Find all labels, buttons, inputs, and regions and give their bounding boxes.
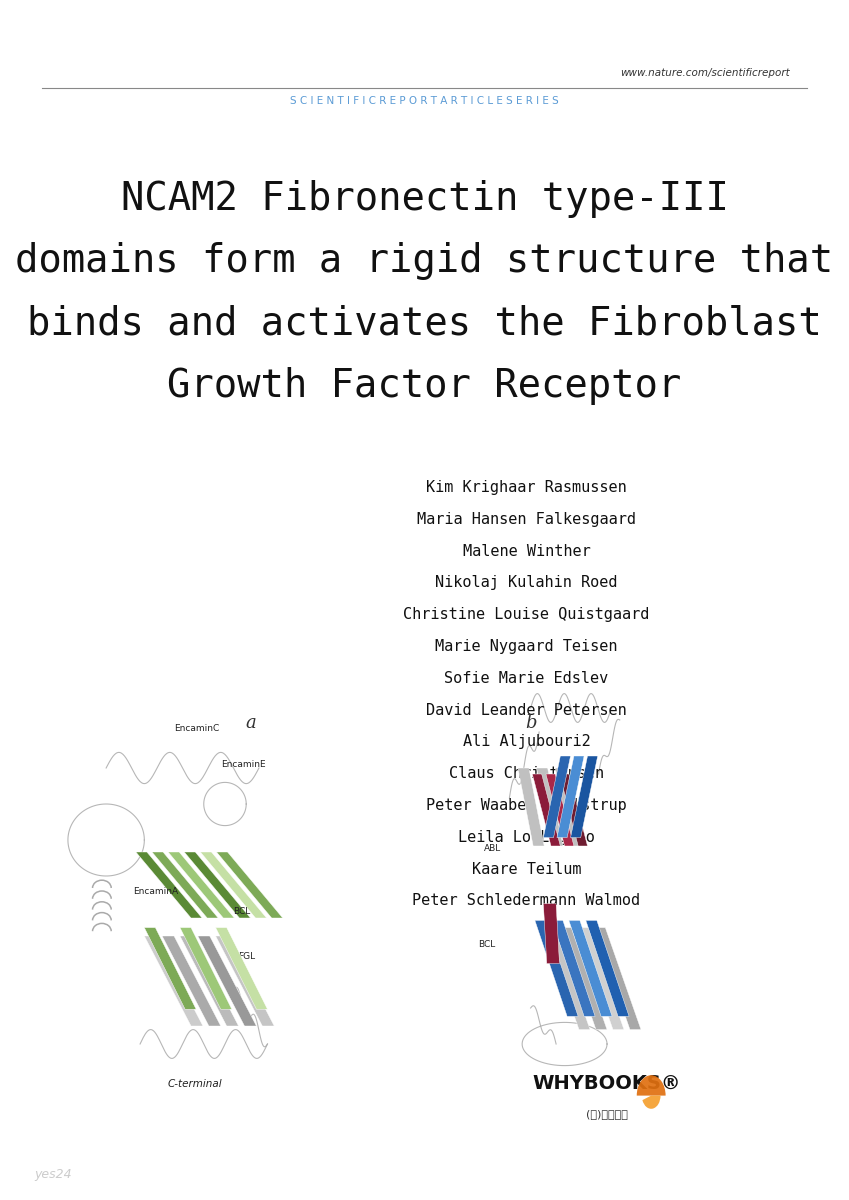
Text: Nikolaj Kulahin Roed: Nikolaj Kulahin Roed bbox=[436, 576, 617, 590]
Text: Growth Factor Receptor: Growth Factor Receptor bbox=[167, 367, 682, 406]
Polygon shape bbox=[216, 936, 274, 1026]
Polygon shape bbox=[180, 936, 239, 1026]
Polygon shape bbox=[518, 768, 544, 846]
Polygon shape bbox=[577, 928, 624, 1030]
Text: domains form a rigid structure that: domains form a rigid structure that bbox=[15, 242, 834, 281]
Polygon shape bbox=[152, 852, 218, 918]
Polygon shape bbox=[560, 928, 607, 1030]
Polygon shape bbox=[559, 774, 588, 846]
Polygon shape bbox=[555, 768, 582, 846]
Text: ABL: ABL bbox=[484, 844, 501, 853]
Polygon shape bbox=[535, 920, 578, 1016]
Polygon shape bbox=[144, 936, 203, 1026]
Text: EncaminA: EncaminA bbox=[133, 887, 178, 896]
Text: Maria Hansen Falkesgaard: Maria Hansen Falkesgaard bbox=[417, 511, 636, 527]
Polygon shape bbox=[532, 774, 560, 846]
Polygon shape bbox=[180, 928, 232, 1009]
Polygon shape bbox=[571, 756, 598, 838]
Polygon shape bbox=[537, 768, 563, 846]
Polygon shape bbox=[200, 852, 267, 918]
Text: C-terminal: C-terminal bbox=[168, 1079, 222, 1088]
Polygon shape bbox=[594, 928, 641, 1030]
Text: NCAM2 Fibronectin type-III: NCAM2 Fibronectin type-III bbox=[121, 180, 728, 218]
Polygon shape bbox=[216, 928, 267, 1009]
Polygon shape bbox=[162, 936, 221, 1026]
Polygon shape bbox=[557, 756, 584, 838]
Polygon shape bbox=[586, 920, 629, 1016]
Text: (주)외이북스: (주)외이북스 bbox=[586, 1109, 628, 1118]
Wedge shape bbox=[637, 1075, 666, 1096]
Polygon shape bbox=[546, 774, 574, 846]
Text: Ali Aljubouri2: Ali Aljubouri2 bbox=[463, 734, 590, 749]
Polygon shape bbox=[184, 852, 250, 918]
Text: S C I E N T I F I C R E P O R T A R T I C L E S E R I E S: S C I E N T I F I C R E P O R T A R T I … bbox=[290, 96, 559, 106]
Polygon shape bbox=[552, 920, 595, 1016]
Polygon shape bbox=[543, 756, 571, 838]
Text: Kim Krighaar Rasmussen: Kim Krighaar Rasmussen bbox=[426, 480, 627, 494]
Text: b: b bbox=[525, 714, 537, 732]
Text: www.nature.com/scientificreport: www.nature.com/scientificreport bbox=[620, 68, 790, 78]
Text: FGL: FGL bbox=[238, 952, 255, 961]
Polygon shape bbox=[198, 936, 256, 1026]
Text: Marie Nygaard Teisen: Marie Nygaard Teisen bbox=[436, 638, 617, 654]
Text: a: a bbox=[245, 714, 256, 732]
Text: Peter Waaben Thulstrup: Peter Waaben Thulstrup bbox=[426, 798, 627, 814]
Text: WHYBOOKS®: WHYBOOKS® bbox=[533, 1074, 681, 1093]
Polygon shape bbox=[569, 920, 612, 1016]
Text: David Leander Petersen: David Leander Petersen bbox=[426, 702, 627, 718]
Text: Claus Christensen: Claus Christensen bbox=[449, 766, 604, 781]
Polygon shape bbox=[144, 928, 196, 1009]
Polygon shape bbox=[136, 852, 202, 918]
Text: Christine Louise Quistgaard: Christine Louise Quistgaard bbox=[403, 607, 649, 622]
Text: Leila Lo Leggio: Leila Lo Leggio bbox=[458, 830, 595, 845]
Text: EncaminE: EncaminE bbox=[221, 760, 266, 769]
Polygon shape bbox=[168, 852, 234, 918]
Polygon shape bbox=[216, 852, 283, 918]
Text: yes24: yes24 bbox=[34, 1168, 71, 1181]
Text: BCL: BCL bbox=[478, 940, 495, 949]
Wedge shape bbox=[643, 1096, 661, 1109]
Polygon shape bbox=[543, 928, 590, 1030]
Text: Peter Schledermann Walmod: Peter Schledermann Walmod bbox=[413, 893, 640, 908]
Text: Kaare Teilum: Kaare Teilum bbox=[472, 862, 581, 876]
Text: EncaminC: EncaminC bbox=[174, 724, 219, 733]
Text: binds and activates the Fibroblast: binds and activates the Fibroblast bbox=[27, 305, 822, 343]
Polygon shape bbox=[543, 904, 559, 964]
Text: Sofie Marie Edslev: Sofie Marie Edslev bbox=[444, 671, 609, 686]
Text: Malene Winther: Malene Winther bbox=[463, 544, 590, 559]
Text: BCL: BCL bbox=[233, 907, 250, 917]
